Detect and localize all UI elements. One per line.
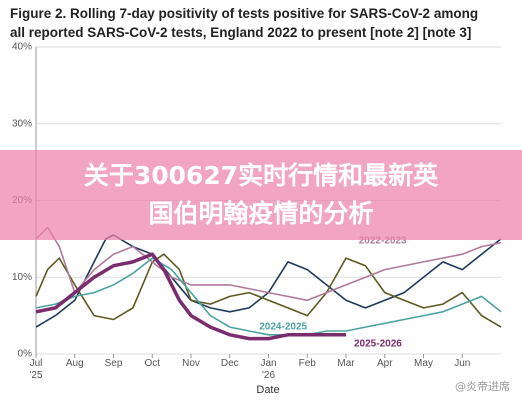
x-tick-label: Aug (65, 358, 84, 369)
series-label: 2024-2025 (259, 321, 307, 332)
banner-line: 国伯明翰疫情的分析 (148, 199, 374, 228)
series-line (35, 253, 502, 328)
watermark: @炎帝进席 (455, 380, 510, 393)
x-tick-label: Mar (337, 358, 355, 369)
x-tick-label: Apr (376, 358, 393, 369)
x-tick-label: May (414, 358, 433, 369)
series-label: 2025-2026 (354, 338, 402, 349)
y-tick-label: 0% (18, 349, 33, 360)
x-tick-label: Feb (298, 358, 316, 369)
x-axis-title: Date (256, 384, 279, 396)
y-tick-label: 10% (12, 272, 32, 283)
x-tick-label: Nov (182, 358, 200, 369)
chart-title: Figure 2. Rolling 7-day positivity of te… (10, 6, 479, 40)
x-tick-label: Jun (454, 358, 471, 369)
y-tick-label: 40% (12, 42, 32, 53)
y-tick-label: 30% (12, 118, 32, 129)
series-label: 2022-2023 (359, 235, 407, 246)
x-tick-label: Jul '25 (29, 358, 43, 381)
series-line (35, 252, 346, 341)
banner-line: 关于300627实时行情和最新英 (83, 161, 439, 190)
overlay-banner: 关于300627实时行情和最新英 国伯明翰疫情的分析 (0, 150, 522, 240)
x-tick-label: Oct (144, 358, 161, 369)
x-tick-label: Dec (220, 358, 239, 369)
x-tick-label: Sep (104, 358, 123, 369)
x-tick-label: Jan '26 (260, 358, 277, 381)
series-line (35, 257, 502, 336)
